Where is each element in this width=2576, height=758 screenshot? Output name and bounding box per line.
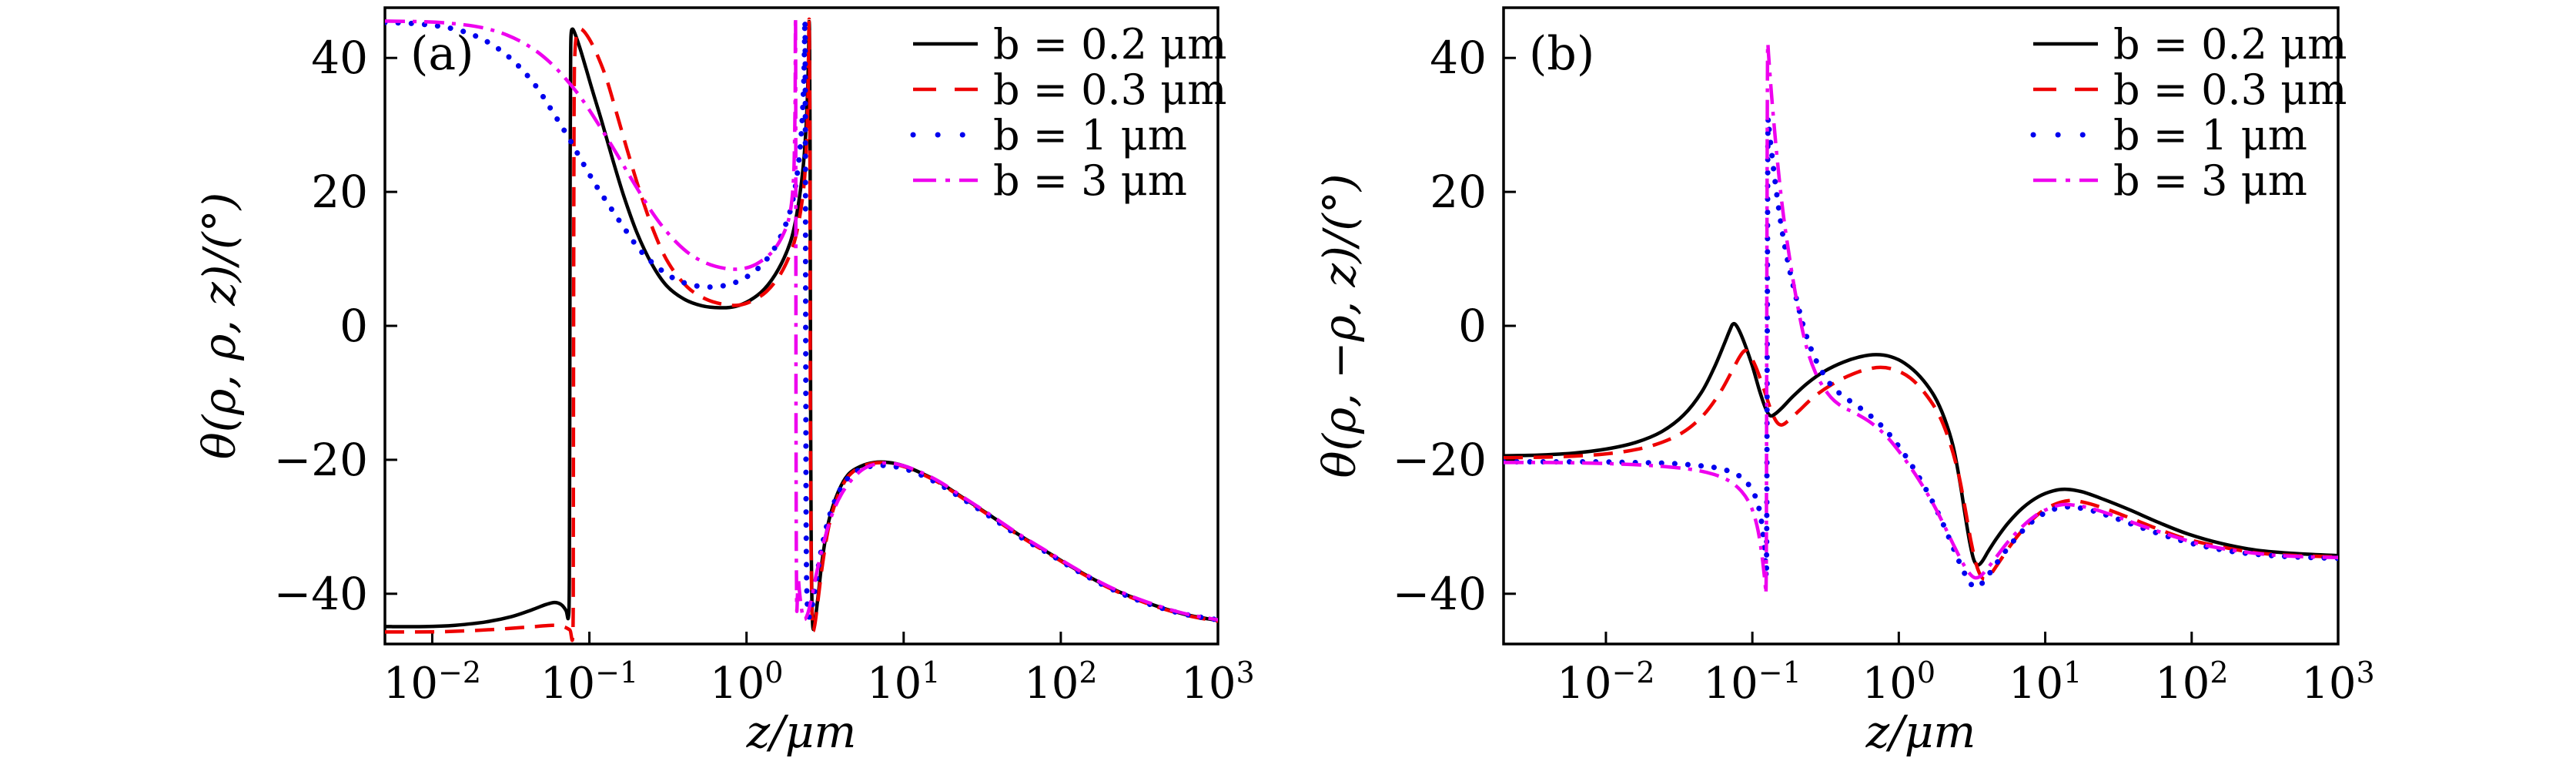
x-tick-label: 103 (1181, 656, 1254, 709)
x-tick-label: 10−2 (1557, 656, 1654, 709)
panel-b-tag: (b) (1529, 27, 1594, 81)
curves-group (1504, 41, 2338, 596)
y-tick-label: 20 (1430, 166, 1487, 218)
x-tick-label: 100 (710, 656, 783, 709)
curve-b-0.3-m (1504, 348, 2338, 581)
curve-b-3-m (385, 15, 1218, 622)
x-tick-label: 102 (1024, 656, 1097, 709)
legend-item: b = 1 μm (910, 111, 1187, 159)
legend-item: b = 0.3 μm (2033, 65, 2347, 114)
y-tick-label: −20 (274, 434, 368, 486)
curve-b-1-m (1504, 115, 2338, 590)
x-tick-label: 101 (2009, 656, 2082, 709)
panel-a: 10−2 10−1 100 101 102 103 40 20 0 −20 −40 b = 0.2 μ… (274, 6, 1255, 709)
curve-b-1-m (385, 17, 1218, 623)
legend-label: b = 3 μm (993, 156, 1187, 205)
x-tick-label: 103 (2301, 656, 2374, 709)
curve-b-0.2-m (385, 19, 1218, 632)
y-tick-label: 40 (311, 32, 368, 84)
y-tick-label: 0 (1458, 300, 1487, 352)
x-tick-label: 10−1 (1704, 656, 1802, 709)
curve-b-0.2-m (1504, 321, 2338, 567)
x-tick-label: 10−1 (540, 656, 638, 709)
legend-item: b = 0.2 μm (2033, 20, 2347, 69)
legend-label: b = 0.3 μm (2113, 65, 2347, 114)
legend-label: b = 0.2 μm (2113, 20, 2347, 69)
legend-item: b = 0.3 μm (913, 65, 1227, 114)
panel-a-yaxis-label: θ(ρ, ρ, z)/(°) (193, 193, 246, 459)
panel-a-xaxis-label: z/μm (746, 706, 857, 758)
y-tick-label: 40 (1430, 32, 1487, 84)
curve-b-3-m (1504, 41, 2338, 596)
x-tick-label: 10−2 (383, 656, 481, 709)
x-tick-label: 102 (2155, 656, 2228, 709)
legend-item: b = 1 μm (2030, 111, 2307, 159)
y-tick-label: 0 (340, 300, 368, 352)
legend-item: b = 3 μm (2033, 156, 2307, 205)
legend-label: b = 1 μm (993, 111, 1187, 159)
legend-item: b = 0.2 μm (913, 20, 1227, 69)
legend-label: b = 3 μm (2113, 156, 2307, 205)
legend-label: b = 0.3 μm (993, 65, 1227, 114)
x-tick-label: 100 (1862, 656, 1935, 709)
x-tick-label: 101 (867, 656, 940, 709)
y-tick-label: −20 (1393, 434, 1487, 486)
y-tick-label: 20 (311, 166, 368, 218)
panel-b-xaxis-label: z/μm (1865, 706, 1976, 758)
panel-b: 10−2 10−1 100 101 102 103 40 20 0 −20 −40 b = 0.2 μ… (1393, 6, 2375, 709)
panel-a-tag: (a) (410, 27, 474, 81)
y-tick-label: −40 (274, 568, 368, 620)
panel-b-yaxis-label: θ(ρ, −ρ, z)/(°) (1313, 173, 1366, 478)
y-tick-label: −40 (1393, 568, 1487, 620)
legend-label: b = 0.2 μm (993, 20, 1227, 69)
legend-label: b = 1 μm (2113, 111, 2307, 159)
legend-item: b = 3 μm (913, 156, 1187, 205)
curve-b-0.3-m (385, 17, 1218, 642)
curves-group (385, 15, 1218, 642)
